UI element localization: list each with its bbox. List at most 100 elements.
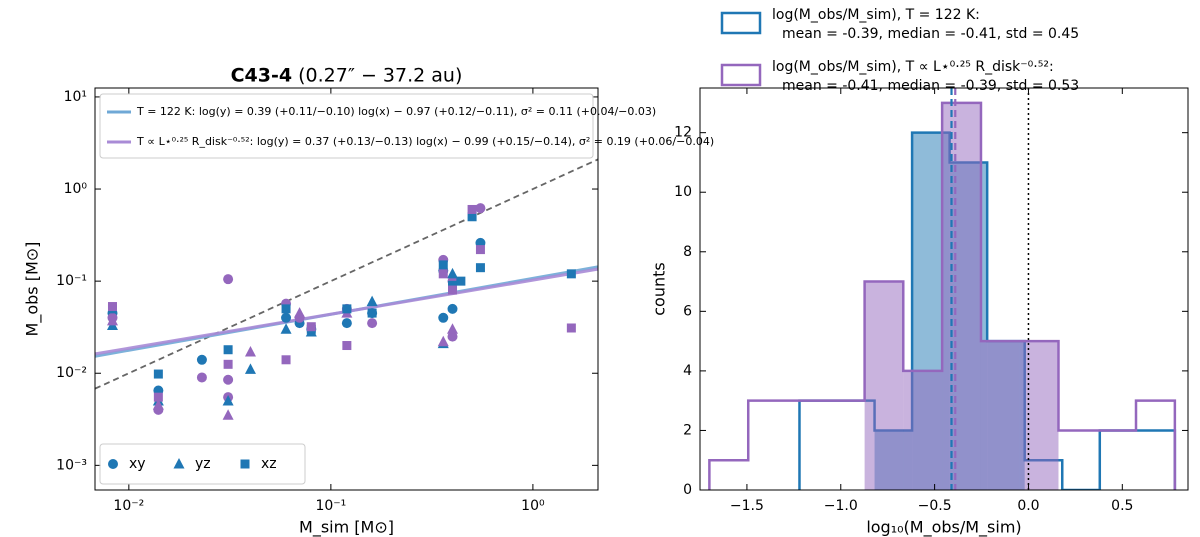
y-tick-label: 6 <box>683 303 692 319</box>
x-tick-label: −0.5 <box>918 498 952 514</box>
histogram-bar <box>709 460 748 490</box>
y-tick-label: 10¹ <box>64 89 87 105</box>
legend-label: yz <box>195 456 211 472</box>
y-axis-label: M_obs [M⊙] <box>23 242 43 337</box>
point <box>281 355 291 365</box>
legend-box <box>99 93 594 159</box>
one-to-one-line <box>95 158 598 390</box>
point <box>152 399 164 410</box>
x-tick-label: 10⁰ <box>521 498 545 514</box>
point <box>467 212 477 222</box>
point <box>281 312 292 323</box>
point <box>244 363 256 374</box>
legend-marker <box>240 459 250 469</box>
x-axis-label: log₁₀(M_obs/M_sim) <box>866 518 1021 537</box>
legend-label: T ∝ L⋆⁰·²⁵ R_disk⁻⁰·⁵²: log(y) = 0.37 (+… <box>136 135 714 148</box>
point <box>223 345 233 355</box>
y-tick-label: 0 <box>683 482 692 498</box>
point <box>294 307 306 318</box>
histogram-bar <box>864 281 904 490</box>
point <box>342 341 352 351</box>
histogram-bar <box>942 102 981 490</box>
histogram-bar <box>799 401 837 490</box>
point <box>196 372 207 383</box>
legend-label: log(M_obs/M_sim), T ∝ L⋆⁰·²⁵ R_disk⁻⁰·⁵²… <box>772 59 1054 75</box>
point <box>223 374 234 385</box>
point <box>437 335 449 347</box>
point <box>222 409 234 420</box>
x-tick-label: 10⁻¹ <box>315 498 346 514</box>
point <box>367 318 378 329</box>
histogram-bar <box>1097 430 1136 490</box>
histogram-bar <box>1100 430 1138 490</box>
point <box>467 204 477 214</box>
point <box>341 318 352 329</box>
point <box>448 280 458 290</box>
y-tick-label: 12 <box>674 125 692 141</box>
point <box>281 304 291 314</box>
x-tick-label: 0.0 <box>1017 498 1039 514</box>
point <box>456 276 466 286</box>
y-tick-label: 10 <box>674 184 692 200</box>
plot-area <box>708 88 1177 490</box>
point <box>244 346 256 357</box>
point <box>566 323 576 333</box>
point <box>447 323 459 334</box>
legend-handle <box>720 11 762 35</box>
histogram-bar <box>826 401 865 490</box>
point <box>438 312 449 323</box>
point <box>447 331 458 342</box>
point <box>107 302 117 312</box>
legend-handle <box>720 63 762 87</box>
legend-label: T = 122 K: log(y) = 0.39 (+0.11/−0.10) l… <box>136 105 656 118</box>
point <box>153 369 163 379</box>
chart-subtitle: (0.27″ − 37.2 au) <box>298 65 462 87</box>
plot-area <box>95 158 598 420</box>
y-axis-label: counts <box>650 262 669 315</box>
point <box>366 295 378 307</box>
point <box>448 285 458 295</box>
legend-label: log(M_obs/M_sim), T = 122 K: <box>772 7 980 23</box>
point <box>438 269 448 279</box>
legend-stats: mean = -0.39, median = -0.41, std = 0.45 <box>782 26 1079 42</box>
x-tick-label: 10⁻² <box>113 498 144 514</box>
point <box>447 303 458 314</box>
legend-label: xy <box>129 456 146 472</box>
point <box>280 323 292 334</box>
y-tick-label: 8 <box>683 244 692 260</box>
y-tick-label: 10⁻¹ <box>56 273 87 289</box>
x-tick-label: −1.5 <box>730 498 764 514</box>
y-tick-label: 10⁻³ <box>56 457 87 473</box>
point <box>223 274 234 285</box>
x-axis-label: M_sim [M⊙] <box>299 518 394 537</box>
histogram-bar <box>980 341 1020 490</box>
point <box>306 322 316 332</box>
y-tick-label: 4 <box>683 363 692 379</box>
histogram-bar <box>748 401 787 490</box>
histogram-bar <box>1137 430 1175 490</box>
y-tick-label: 10⁰ <box>64 181 88 197</box>
legend-stats: mean = -0.41, median = -0.39, std = 0.53 <box>782 78 1079 94</box>
axes-frame <box>699 87 1189 491</box>
point <box>153 392 163 402</box>
y-tick-label: 2 <box>683 422 692 438</box>
histogram-bar <box>903 370 943 490</box>
point <box>566 269 576 279</box>
point <box>447 267 459 279</box>
point <box>196 354 207 365</box>
point <box>438 260 448 270</box>
point <box>106 314 118 326</box>
histogram-bar <box>1058 430 1097 490</box>
histogram-bar <box>787 401 826 490</box>
x-tick-label: −1.0 <box>824 498 858 514</box>
point <box>475 203 486 214</box>
legend-box <box>99 443 306 485</box>
point <box>475 263 485 273</box>
legend-marker <box>108 459 118 469</box>
axes-frame <box>94 87 599 491</box>
y-tick-label: 10⁻² <box>56 365 87 381</box>
point <box>367 308 377 318</box>
point <box>223 359 233 369</box>
point <box>475 245 485 255</box>
